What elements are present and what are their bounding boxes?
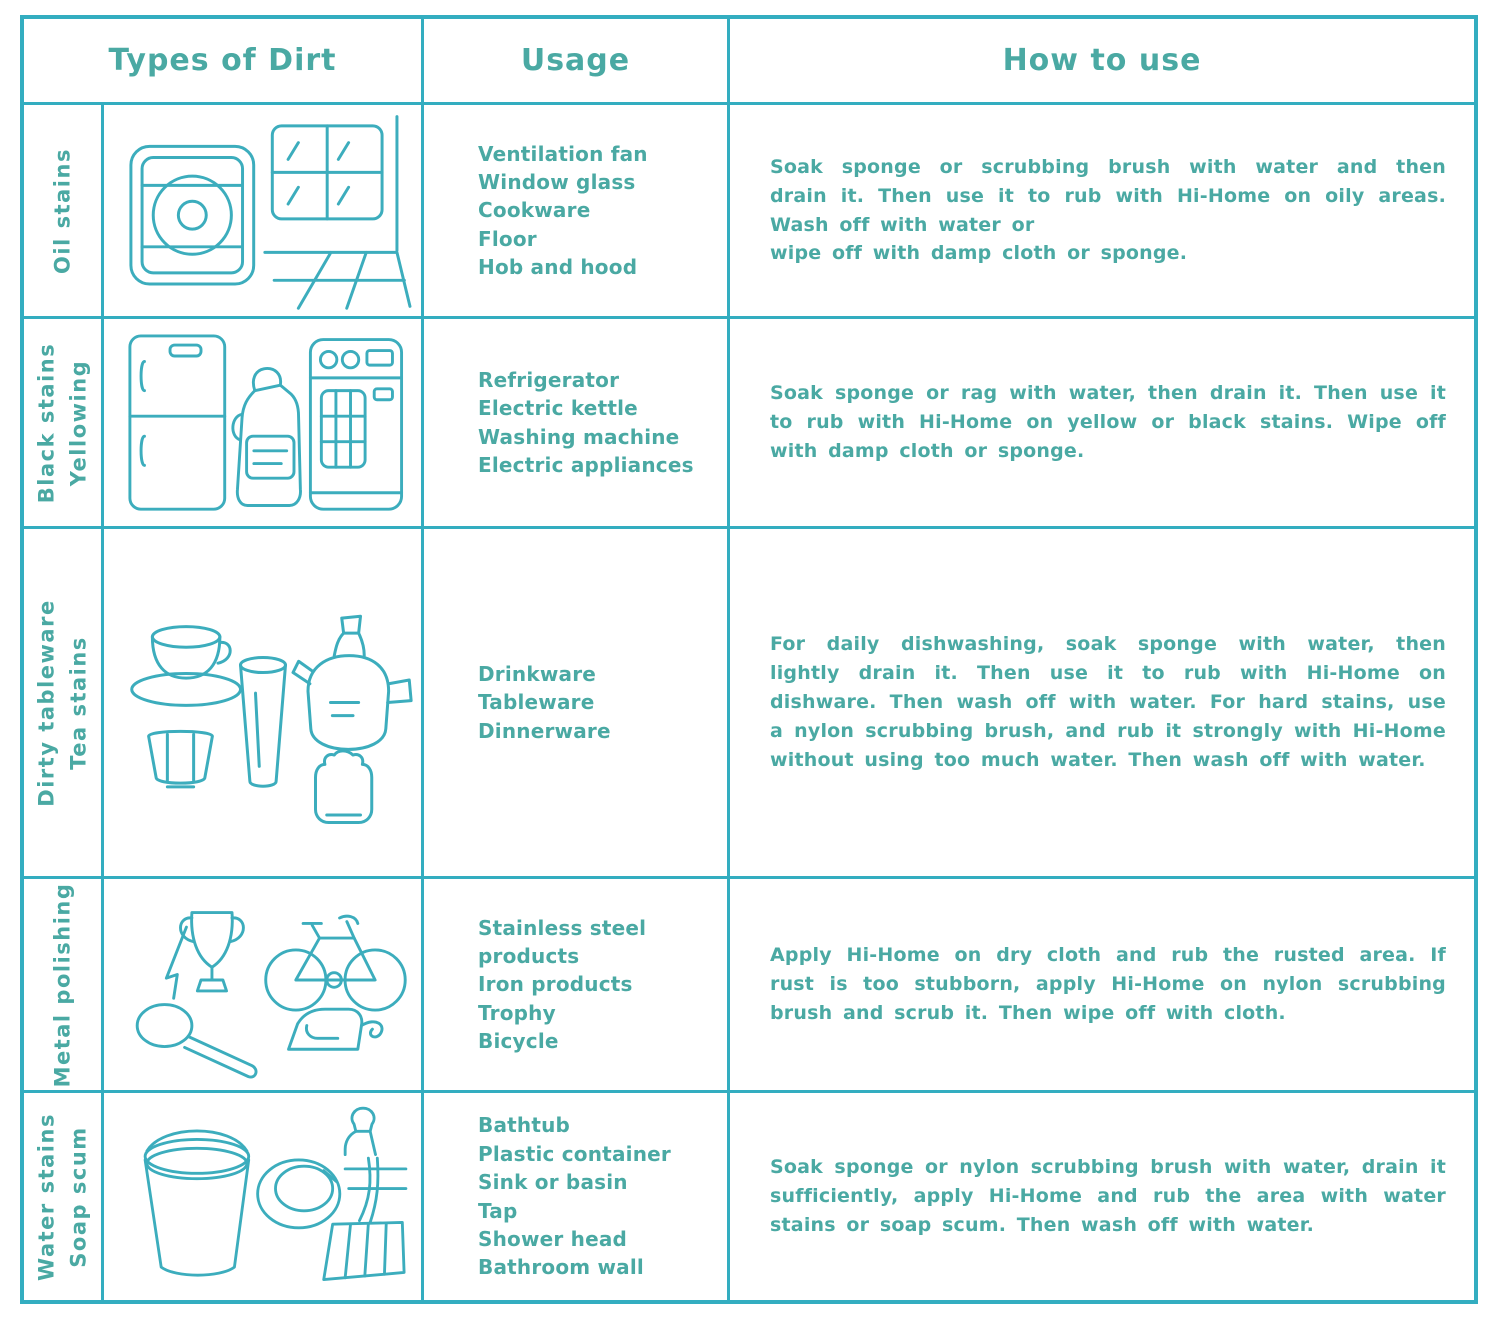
row-oil-stains-type-cell: Oil stains (24, 105, 104, 319)
usage-item: Ventilation fan (478, 141, 648, 166)
usage-item: Washing machine (478, 424, 680, 449)
usage-item: Shower head (478, 1226, 628, 1251)
usage-item: Bathtub (478, 1113, 571, 1138)
usage-item: Bicycle (478, 1029, 559, 1054)
ventilation-fan-and-window-icon (128, 114, 411, 310)
usage-item: Refrigerator (478, 367, 620, 392)
column-header-usage: Usage (424, 19, 730, 105)
usage-item: Plastic container (478, 1141, 671, 1166)
usage-item: Floor (478, 226, 537, 251)
row-black-stains-illustration-cell (104, 319, 424, 529)
row-black-stains-type-cell: Black stains Yellowing (24, 319, 104, 529)
row-oil-stains-illustration-cell (104, 105, 424, 319)
row-water-stains-type-cell: Water stains Soap scum (24, 1093, 104, 1300)
row-water-stains-type-label: Water stains Soap scum (34, 1112, 90, 1281)
teacup-glass-teapot-icon (129, 614, 413, 824)
row-metal-polishing-type-label: Metal polishing (49, 882, 74, 1087)
usage-item: Electric appliances (478, 452, 694, 477)
row-tableware-usage-cell: Drinkware Tableware Dinnerware (424, 529, 730, 879)
row-black-stains-howto-cell: Soak sponge or rag with water, then drai… (730, 319, 1474, 529)
usage-item: Tableware (478, 690, 595, 715)
row-metal-polishing-illustration-cell (104, 879, 424, 1093)
column-header-usage-label: Usage (520, 43, 631, 78)
row-tableware-howto-cell: For daily dishwashing, soak sponge with … (730, 529, 1474, 879)
cleaning-instructions-table: Types of Dirt Usage How to use Oil stain… (20, 15, 1478, 1304)
row-oil-stains-usage-cell: Ventilation fan Window glass Cookware Fl… (424, 105, 730, 319)
row-tableware-illustration-cell (104, 529, 424, 879)
bucket-basin-brush-tap-icon (143, 1106, 407, 1281)
table-grid: Types of Dirt Usage How to use Oil stain… (24, 19, 1474, 1300)
usage-item: Tap (478, 1198, 518, 1223)
column-header-how-to-use-label: How to use (1002, 43, 1202, 78)
howto-text: Soak sponge or scrubbing brush with wate… (770, 155, 1446, 265)
trophy-bicycle-ladle-iron-icon (135, 910, 407, 1079)
row-tableware-type-label: Dirty tableware Tea stains (34, 598, 90, 807)
usage-item: Drinkware (478, 661, 597, 686)
howto-text: Soak sponge or nylon scrubbing brush wit… (770, 1156, 1446, 1236)
column-header-types-of-dirt-label: Types of Dirt (108, 43, 337, 78)
row-tableware-type-cell: Dirty tableware Tea stains (24, 529, 104, 879)
row-water-stains-usage-cell: Bathtub Plastic container Sink or basin … (424, 1093, 730, 1300)
usage-item: Cookware (478, 198, 591, 223)
usage-item: Trophy (478, 1000, 556, 1025)
usage-item: Stainless steel products (478, 915, 647, 968)
usage-item: Electric kettle (478, 396, 638, 421)
howto-text: Soak sponge or rag with water, then drai… (770, 382, 1446, 462)
usage-item: Bathroom wall (478, 1255, 644, 1280)
row-oil-stains-type-label: Oil stains (49, 147, 74, 274)
usage-item: Window glass (478, 169, 636, 194)
column-header-how-to-use: How to use (730, 19, 1474, 105)
row-metal-polishing-type-cell: Metal polishing (24, 879, 104, 1093)
row-metal-polishing-howto-cell: Apply Hi-Home on dry cloth and rub the r… (730, 879, 1474, 1093)
row-oil-stains-howto-cell: Soak sponge or scrubbing brush with wate… (730, 105, 1474, 319)
howto-text: For daily dishwashing, soak sponge with … (770, 633, 1446, 771)
howto-text: Apply Hi-Home on dry cloth and rub the r… (770, 944, 1446, 1024)
usage-item: Dinnerware (478, 718, 611, 743)
row-water-stains-howto-cell: Soak sponge or nylon scrubbing brush wit… (730, 1093, 1474, 1300)
row-black-stains-type-label: Black stains Yellowing (34, 342, 90, 503)
usage-item: Iron products (478, 972, 633, 997)
column-header-types-of-dirt: Types of Dirt (24, 19, 424, 105)
refrigerator-kettle-washing-machine-icon (127, 333, 403, 511)
row-metal-polishing-usage-cell: Stainless steel products Iron products T… (424, 879, 730, 1093)
row-black-stains-usage-cell: Refrigerator Electric kettle Washing mac… (424, 319, 730, 529)
usage-item: Sink or basin (478, 1170, 628, 1195)
usage-item: Hob and hood (478, 255, 638, 280)
row-water-stains-illustration-cell (104, 1093, 424, 1300)
